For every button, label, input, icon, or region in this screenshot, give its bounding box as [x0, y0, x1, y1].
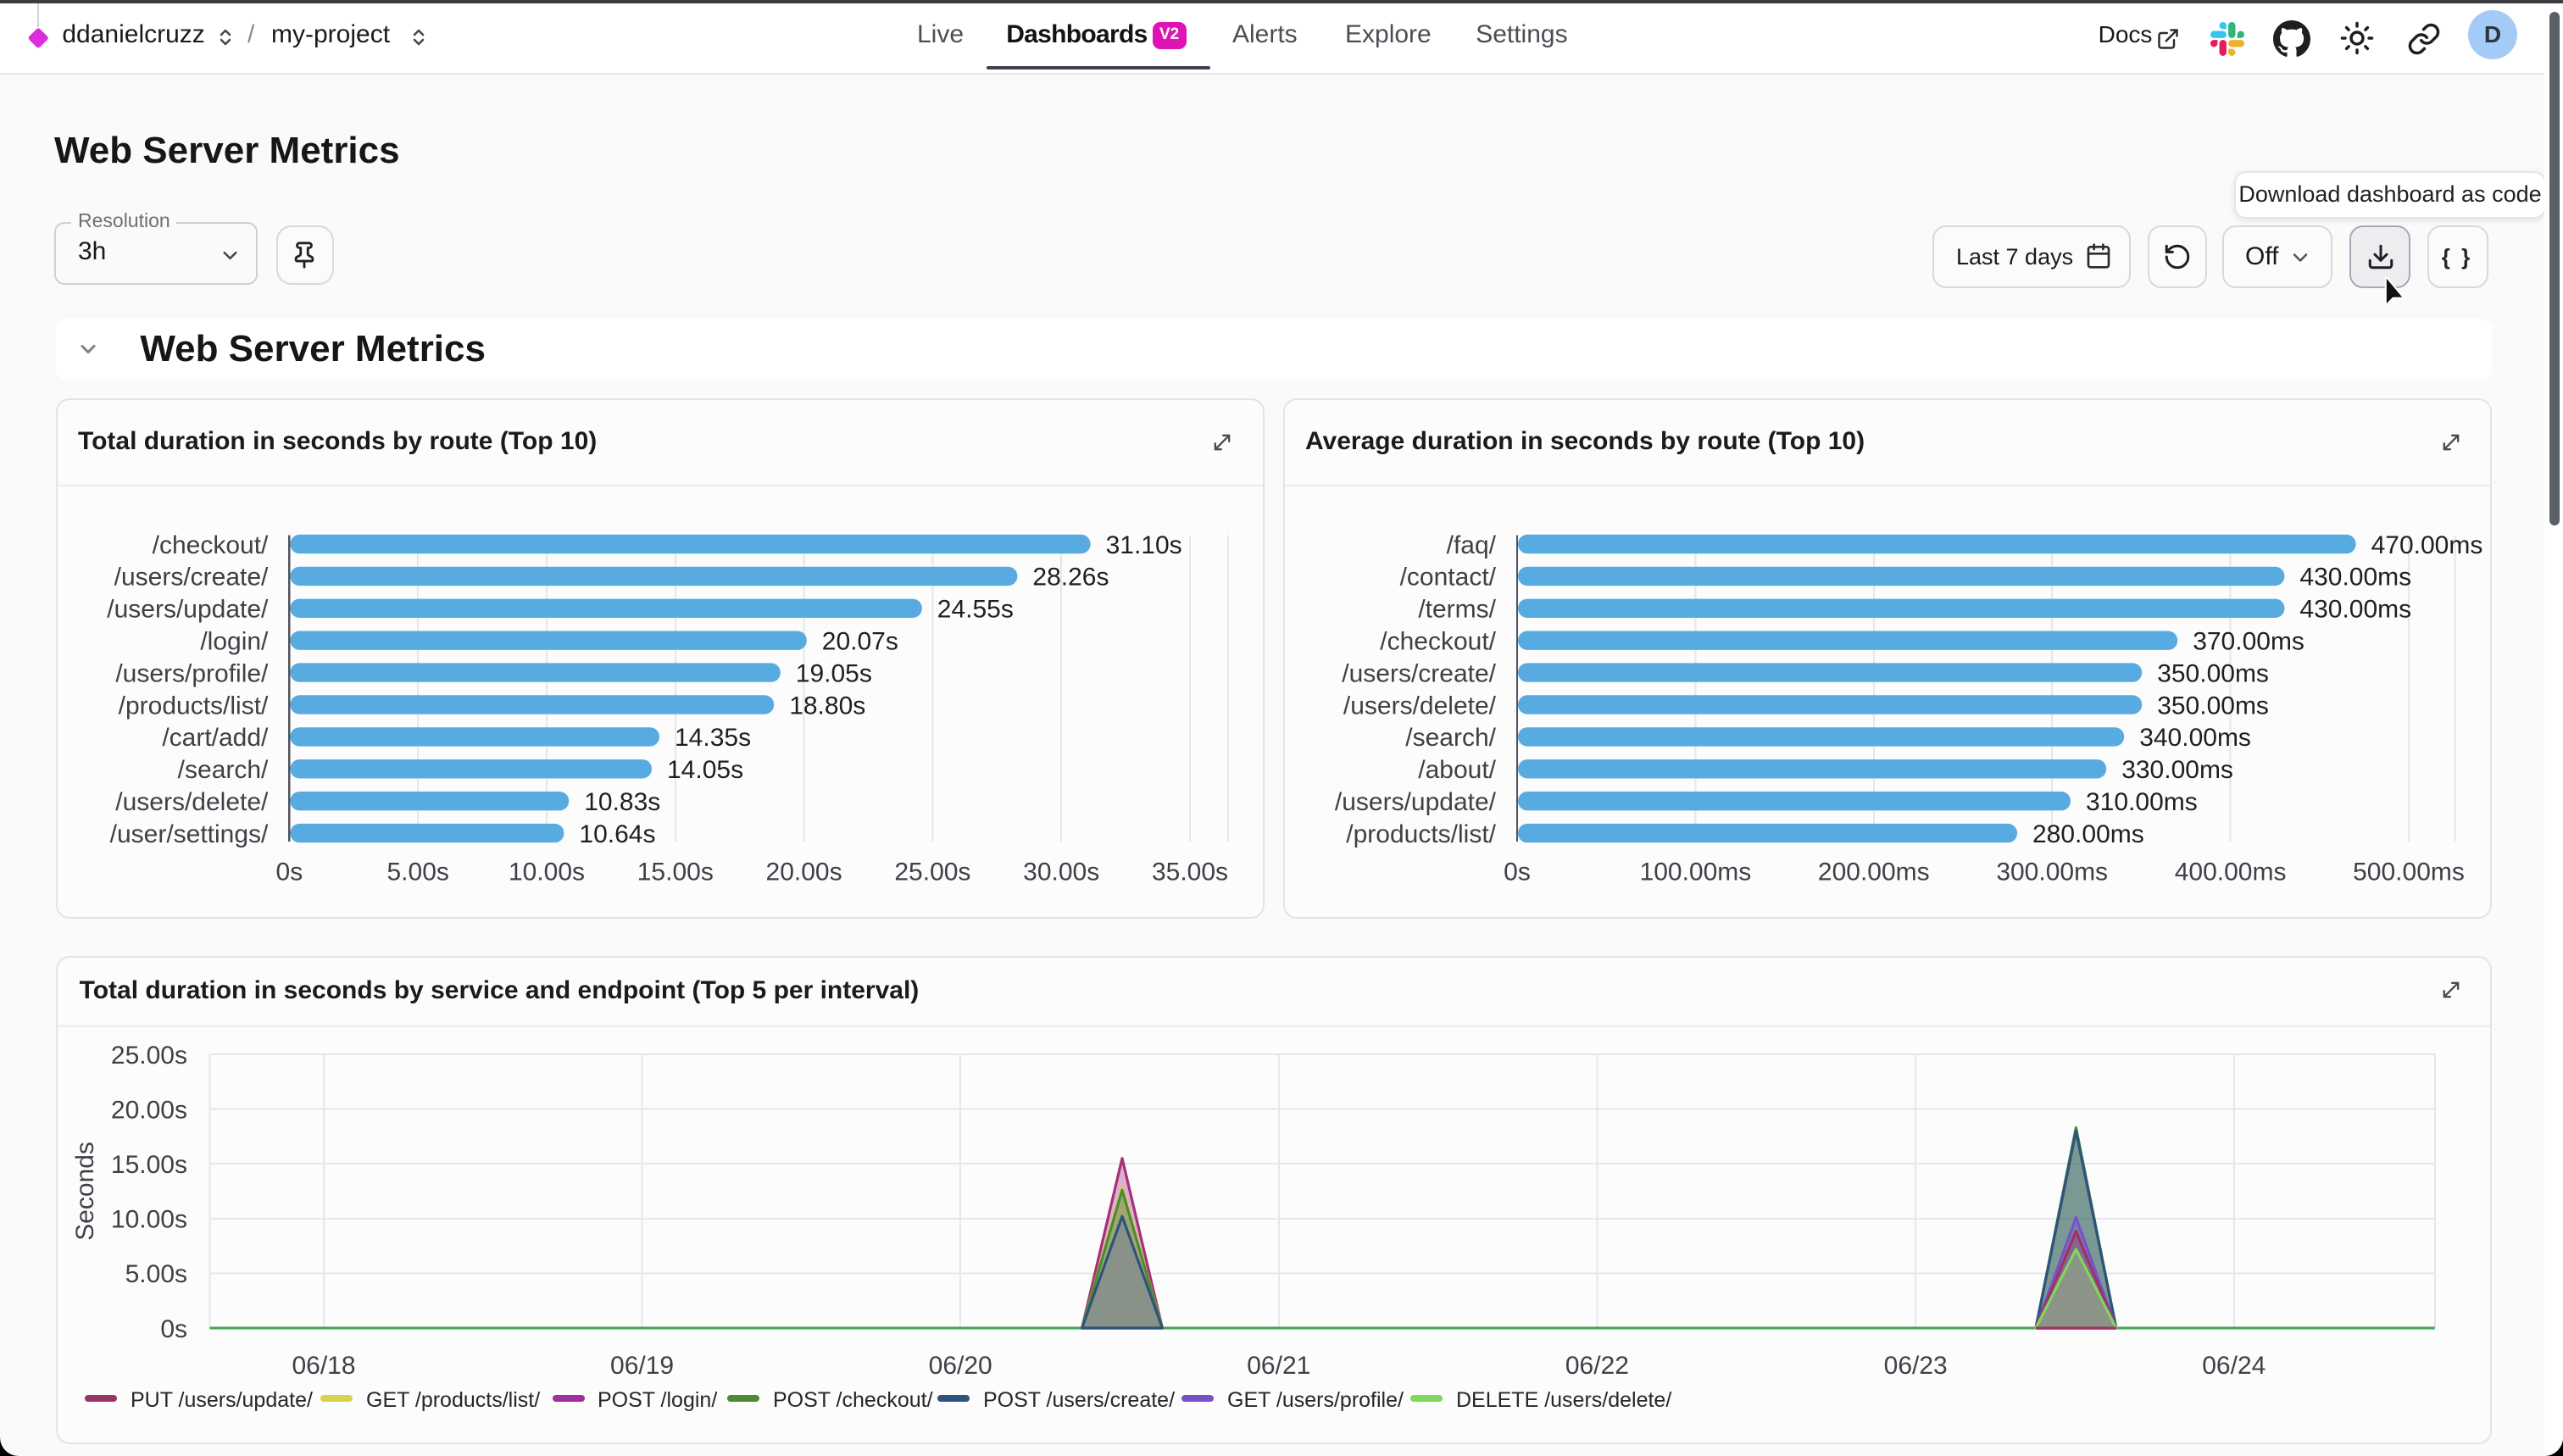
svg-text:200.00ms: 200.00ms [1818, 859, 1930, 886]
svg-text:/cart/add/: /cart/add/ [162, 724, 269, 752]
svg-text:370.00ms: 370.00ms [2193, 628, 2304, 656]
svg-text:430.00ms: 430.00ms [2299, 596, 2411, 624]
svg-text:400.00ms: 400.00ms [2175, 859, 2287, 886]
svg-text:100.00ms: 100.00ms [1640, 859, 1752, 886]
svg-text:0s: 0s [276, 859, 303, 886]
svg-text:/login/: /login/ [200, 628, 269, 656]
svg-text:/users/profile/: /users/profile/ [115, 659, 269, 687]
svg-text:/search/: /search/ [178, 756, 269, 784]
svg-text:/user/settings/: /user/settings/ [110, 820, 269, 848]
svg-text:10.00s: 10.00s [509, 859, 585, 886]
svg-text:350.00ms: 350.00ms [2157, 692, 2269, 720]
svg-text:/users/create/: /users/create/ [1342, 659, 1496, 687]
svg-text:/users/delete/: /users/delete/ [115, 788, 269, 816]
svg-text:20.00s: 20.00s [111, 1096, 187, 1124]
svg-text:20.00s: 20.00s [766, 859, 842, 886]
svg-text:/checkout/: /checkout/ [1380, 628, 1496, 656]
svg-text:06/24: 06/24 [2202, 1352, 2266, 1380]
svg-text:330.00ms: 330.00ms [2121, 756, 2233, 784]
svg-text:430.00ms: 430.00ms [2299, 564, 2411, 592]
svg-text:/about/: /about/ [1418, 756, 1496, 784]
svg-text:0s: 0s [1504, 859, 1531, 886]
svg-text:15.00s: 15.00s [111, 1151, 187, 1179]
svg-text:28.26s: 28.26s [1032, 564, 1109, 592]
svg-text:35.00s: 35.00s [1152, 859, 1228, 886]
svg-text:340.00ms: 340.00ms [2139, 724, 2251, 752]
svg-text:/users/create/: /users/create/ [114, 564, 269, 592]
svg-text:/terms/: /terms/ [1418, 596, 1496, 624]
svg-text:18.80s: 18.80s [789, 692, 865, 720]
svg-text:10.64s: 10.64s [579, 820, 655, 848]
svg-text:/users/update/: /users/update/ [1335, 788, 1497, 816]
svg-text:06/20: 06/20 [929, 1352, 992, 1380]
svg-text:/users/delete/: /users/delete/ [1343, 692, 1497, 720]
svg-text:25.00s: 25.00s [894, 859, 970, 886]
svg-text:06/21: 06/21 [1247, 1352, 1310, 1380]
svg-text:300.00ms: 300.00ms [1996, 859, 2108, 886]
svg-text:/products/list/: /products/list/ [119, 692, 269, 720]
svg-text:15.00s: 15.00s [637, 859, 714, 886]
svg-text:5.00s: 5.00s [125, 1260, 187, 1288]
svg-text:0s: 0s [160, 1315, 187, 1343]
svg-text:19.05s: 19.05s [796, 659, 872, 687]
svg-text:24.55s: 24.55s [937, 596, 1014, 624]
svg-text:/contact/: /contact/ [1400, 564, 1497, 592]
svg-text:06/18: 06/18 [292, 1352, 355, 1380]
svg-text:470.00ms: 470.00ms [2371, 531, 2483, 559]
svg-text:06/19: 06/19 [610, 1352, 674, 1380]
svg-text:10.00s: 10.00s [111, 1206, 187, 1234]
svg-text:500.00ms: 500.00ms [2353, 859, 2465, 886]
svg-text:/products/list/: /products/list/ [1346, 820, 1496, 848]
svg-text:/users/update/: /users/update/ [107, 596, 269, 624]
svg-text:Seconds: Seconds [71, 1142, 99, 1241]
svg-text:10.83s: 10.83s [584, 788, 660, 816]
svg-text:5.00s: 5.00s [387, 859, 449, 886]
svg-text:/search/: /search/ [1405, 724, 1496, 752]
svg-text:31.10s: 31.10s [1106, 531, 1182, 559]
svg-text:/faq/: /faq/ [1447, 531, 1497, 559]
svg-text:20.07s: 20.07s [822, 628, 898, 656]
svg-text:350.00ms: 350.00ms [2157, 659, 2269, 687]
svg-text:06/22: 06/22 [1565, 1352, 1629, 1380]
svg-text:06/23: 06/23 [1884, 1352, 1948, 1380]
svg-text:30.00s: 30.00s [1023, 859, 1099, 886]
svg-text:310.00ms: 310.00ms [2086, 788, 2198, 816]
svg-text:14.05s: 14.05s [667, 756, 743, 784]
svg-text:/checkout/: /checkout/ [153, 531, 269, 559]
svg-text:280.00ms: 280.00ms [2032, 820, 2144, 848]
svg-text:14.35s: 14.35s [675, 724, 751, 752]
svg-text:25.00s: 25.00s [111, 1042, 187, 1070]
